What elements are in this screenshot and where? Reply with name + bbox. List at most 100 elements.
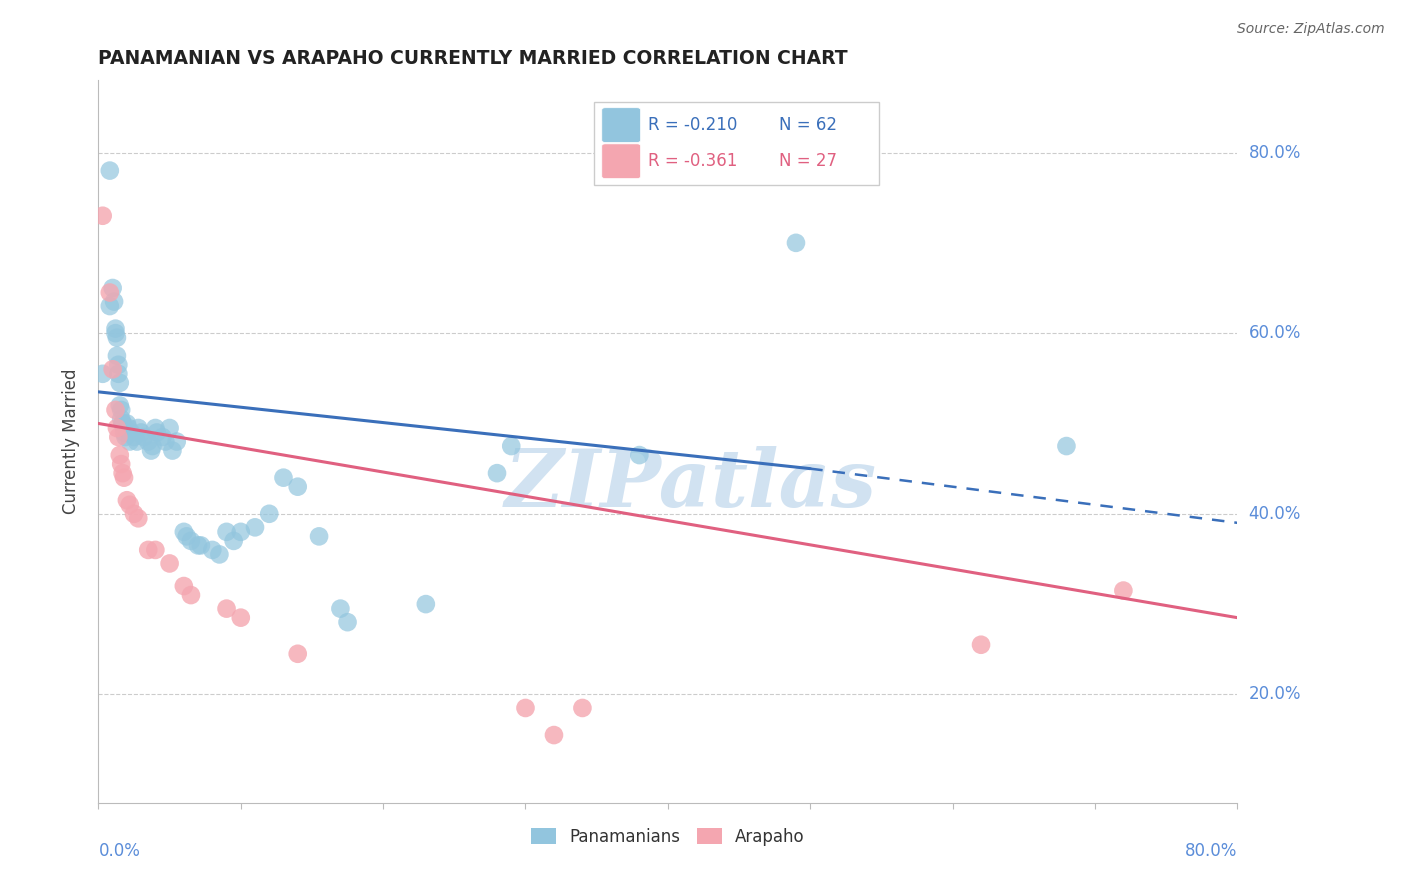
FancyBboxPatch shape	[602, 108, 641, 143]
Point	[515, 701, 537, 715]
Point	[486, 466, 509, 480]
Text: R = -0.361: R = -0.361	[648, 153, 738, 170]
Point	[501, 439, 523, 453]
Point	[308, 529, 330, 543]
Point	[159, 557, 181, 571]
Point	[243, 520, 266, 534]
Point	[104, 403, 127, 417]
Point	[125, 434, 148, 449]
Text: R = -0.210: R = -0.210	[648, 116, 738, 134]
Text: PANAMANIAN VS ARAPAHO CURRENTLY MARRIED CORRELATION CHART: PANAMANIAN VS ARAPAHO CURRENTLY MARRIED …	[98, 48, 848, 68]
Point	[173, 579, 195, 593]
Point	[103, 294, 125, 309]
Point	[127, 421, 149, 435]
Point	[336, 615, 359, 630]
Point	[117, 421, 139, 435]
Point	[208, 548, 231, 562]
Point	[329, 601, 352, 615]
Point	[91, 367, 114, 381]
Point	[108, 448, 131, 462]
Point	[122, 430, 145, 444]
Point	[180, 533, 202, 548]
Point	[543, 728, 565, 742]
Point	[115, 417, 138, 431]
Point	[141, 439, 163, 453]
Point	[110, 403, 132, 417]
Point	[132, 430, 155, 444]
Point	[136, 542, 159, 557]
Point	[112, 425, 135, 440]
Point	[91, 209, 114, 223]
Text: ZIPatlas: ZIPatlas	[505, 446, 877, 524]
Point	[222, 533, 245, 548]
Point	[108, 376, 131, 390]
Point	[118, 498, 141, 512]
Point	[105, 421, 128, 435]
Point	[107, 367, 129, 381]
Point	[229, 524, 252, 539]
Point	[114, 430, 136, 444]
Point	[136, 434, 159, 449]
Point	[145, 542, 167, 557]
Point	[112, 471, 135, 485]
Point	[98, 299, 121, 313]
Point	[201, 542, 224, 557]
Point	[105, 331, 128, 345]
Point	[273, 471, 295, 485]
Legend: Panamanians, Arapaho: Panamanians, Arapaho	[524, 821, 811, 852]
FancyBboxPatch shape	[593, 102, 879, 185]
Point	[104, 321, 127, 335]
Point	[120, 425, 142, 440]
Point	[118, 434, 141, 449]
FancyBboxPatch shape	[602, 144, 641, 178]
Point	[112, 421, 135, 435]
Point	[139, 443, 162, 458]
Point	[155, 434, 177, 449]
Text: 60.0%: 60.0%	[1249, 324, 1301, 343]
Point	[105, 349, 128, 363]
Point	[187, 538, 209, 552]
Point	[115, 493, 138, 508]
Text: N = 62: N = 62	[779, 116, 838, 134]
Point	[98, 163, 121, 178]
Text: 20.0%: 20.0%	[1249, 685, 1301, 704]
Point	[110, 457, 132, 471]
Text: 0.0%: 0.0%	[98, 842, 141, 860]
Point	[101, 281, 124, 295]
Point	[1112, 583, 1135, 598]
Point	[571, 701, 593, 715]
Point	[145, 421, 167, 435]
Point	[98, 285, 121, 300]
Point	[180, 588, 202, 602]
Point	[173, 524, 195, 539]
Text: 80.0%: 80.0%	[1249, 144, 1301, 161]
Point	[162, 443, 184, 458]
Point	[190, 538, 212, 552]
Point	[111, 466, 134, 480]
Point	[785, 235, 807, 250]
Point	[108, 398, 131, 412]
Text: N = 27: N = 27	[779, 153, 838, 170]
Text: 80.0%: 80.0%	[1185, 842, 1237, 860]
Point	[122, 507, 145, 521]
Point	[215, 601, 238, 615]
Point	[229, 610, 252, 624]
Point	[127, 511, 149, 525]
Point	[110, 412, 132, 426]
Point	[1056, 439, 1078, 453]
Point	[107, 430, 129, 444]
Point	[111, 417, 134, 431]
Point	[215, 524, 238, 539]
Point	[146, 425, 169, 440]
Point	[415, 597, 437, 611]
Point	[287, 647, 309, 661]
Text: Source: ZipAtlas.com: Source: ZipAtlas.com	[1237, 22, 1385, 37]
Point	[159, 421, 181, 435]
Point	[176, 529, 198, 543]
Point	[111, 417, 134, 431]
Point	[107, 358, 129, 372]
Text: 40.0%: 40.0%	[1249, 505, 1301, 523]
Point	[152, 430, 174, 444]
Point	[287, 480, 309, 494]
Y-axis label: Currently Married: Currently Married	[62, 368, 80, 515]
